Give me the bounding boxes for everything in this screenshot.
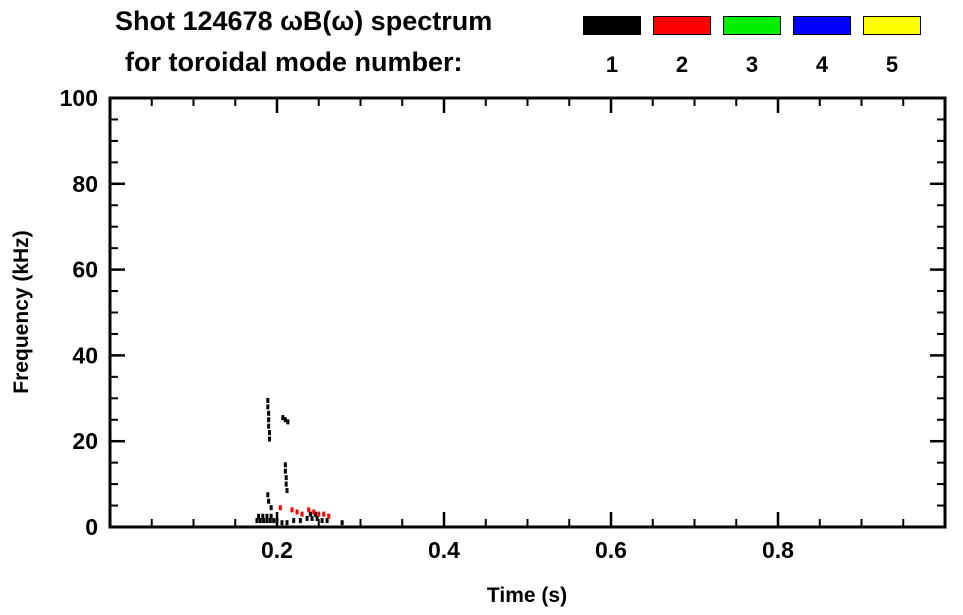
plot-frame [108,96,947,529]
legend-numbers: 1 2 3 4 5 [583,52,921,78]
data-point [284,481,288,487]
data-point [327,513,331,519]
chart-title-line1: Shot 124678 ωB(ω) spectrum [115,6,493,36]
data-point [284,475,288,481]
series-n=2 [278,505,331,519]
data-point [283,468,287,474]
series-n=1 [255,397,344,526]
data-point [269,505,273,511]
x-tick-label: 0.2 [261,537,293,563]
data-point [267,430,271,436]
y-tick-label: 20 [72,428,98,454]
x-ticks [150,98,905,527]
data-point [340,520,344,526]
data-point [280,520,284,526]
data-point [257,513,261,519]
data-point [320,518,324,524]
y-ticks [110,96,945,529]
data-point [286,419,290,425]
data-point [313,511,317,517]
data-point [267,436,271,442]
data-point [292,518,296,524]
data-point [312,509,316,515]
legend-swatch [793,16,851,35]
data-point [268,518,272,524]
x-tick-label: 0.8 [762,537,794,563]
x-axis-label: Time (s) [486,584,568,607]
data-point [285,520,289,526]
data-point [317,511,321,517]
legend-swatch [653,16,711,35]
data-point [283,462,287,468]
legend-swatch [723,16,781,35]
data-point [255,518,259,524]
data-point [262,518,266,524]
data-point [322,511,326,517]
data-point [272,518,276,524]
data-point [295,509,299,515]
data-point [258,518,262,524]
data-point [325,518,329,524]
data-point [308,511,312,517]
legend-swatches [583,16,921,35]
y-tick-label: 60 [72,257,98,283]
data-point [266,404,270,410]
legend-swatch [583,16,641,35]
data-point [278,505,282,511]
data-point [285,488,289,494]
legend-entry-label: 2 [675,52,689,77]
data-point [300,511,304,517]
data-point [267,410,271,416]
data-point [265,518,269,524]
data-point [298,518,302,524]
data-point [281,415,285,421]
data-point [267,423,271,429]
legend-entry-label: 1 [605,52,619,77]
data-point [266,492,270,498]
legend-entry-label: 3 [745,52,759,77]
y-tick-label: 100 [60,85,98,111]
data-point [265,513,269,519]
data-point [267,498,271,504]
legend-swatch [863,16,921,35]
data-point [307,507,311,513]
data-point [305,515,309,521]
chart-title-line2: for toroidal mode number: [125,47,463,77]
legend-entry-label: 4 [815,52,829,77]
data-point [315,515,319,521]
x-tick-label: 0.4 [428,537,460,563]
data-point [310,515,314,521]
tick-labels: 0.2 0.4 0.6 0.8 0 20 40 60 80 100 [60,85,795,563]
y-axis-label: Frequency (kHz) [10,230,33,394]
data-point [267,417,271,423]
data-point [261,513,265,519]
y-tick-label: 80 [72,171,98,197]
data-point [283,417,287,423]
y-tick-label: 40 [72,342,98,368]
data-point [275,518,279,524]
data-point [266,397,270,403]
legend-entry-label: 5 [885,52,899,77]
x-tick-label: 0.6 [595,537,627,563]
data-point [269,513,273,519]
y-tick-label: 0 [85,514,98,540]
data-point [290,507,294,513]
